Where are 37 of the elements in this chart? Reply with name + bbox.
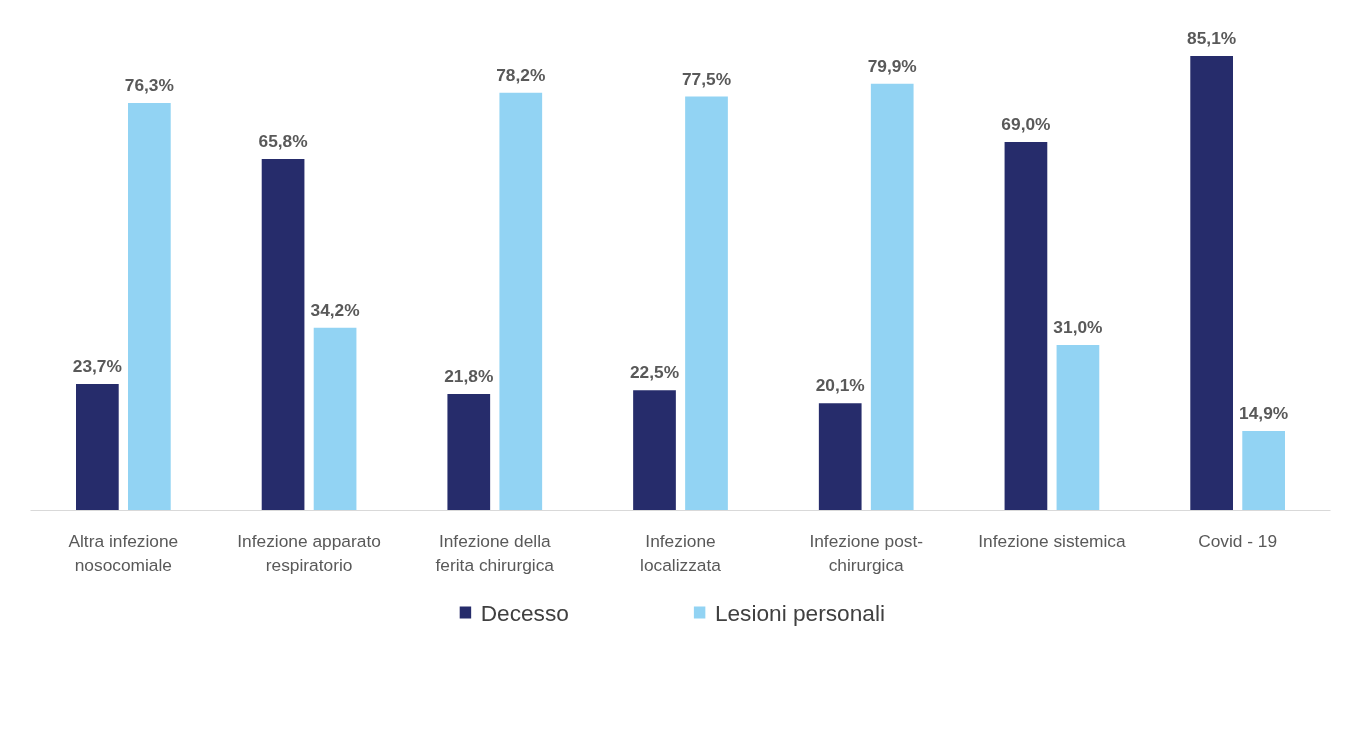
legend-label: Lesioni personali [714, 599, 885, 626]
bar [1004, 141, 1048, 511]
legend-label: Decesso [480, 599, 569, 626]
bar [447, 394, 491, 511]
bar [76, 383, 119, 511]
data-label: 34,2% [310, 299, 360, 320]
data-label: 31,0% [1053, 316, 1103, 337]
data-label: 20,1% [815, 375, 865, 396]
bar [1056, 344, 1100, 511]
data-label: 85,1% [1187, 27, 1237, 48]
bar [499, 92, 543, 511]
data-label: 79,9% [867, 55, 917, 76]
x-tick-label: Infezione apparato respiratorio [237, 530, 381, 575]
x-tick-label: Infezione post-chirurgica [809, 530, 924, 575]
data-label: 78,2% [496, 64, 546, 85]
bar [633, 390, 676, 511]
bar [1190, 55, 1233, 511]
data-label: 21,8% [444, 366, 494, 387]
bar [313, 327, 357, 511]
x-tick-label: Covid - 19 [1198, 530, 1278, 551]
x-tick-label: Altra infezione nosocomiale [68, 530, 179, 575]
bar [128, 102, 171, 511]
data-label: 65,8% [258, 131, 308, 152]
bar [870, 83, 914, 511]
data-label: 23,7% [72, 355, 122, 376]
bar [261, 159, 305, 511]
bar [685, 96, 728, 511]
data-label: 22,5% [629, 362, 680, 383]
bar [818, 403, 862, 511]
bar [1242, 430, 1285, 511]
x-tick-label: Infezione localizzata [640, 530, 722, 575]
data-label: 76,3% [124, 74, 174, 95]
data-label: 69,0% [1001, 113, 1051, 134]
data-label: 77,5% [681, 68, 732, 89]
data-label: 14,9% [1239, 402, 1289, 423]
x-tick-label: Infezione della ferita chirurgica [435, 530, 555, 575]
x-tick-label: Infezione sistemica [978, 530, 1126, 551]
